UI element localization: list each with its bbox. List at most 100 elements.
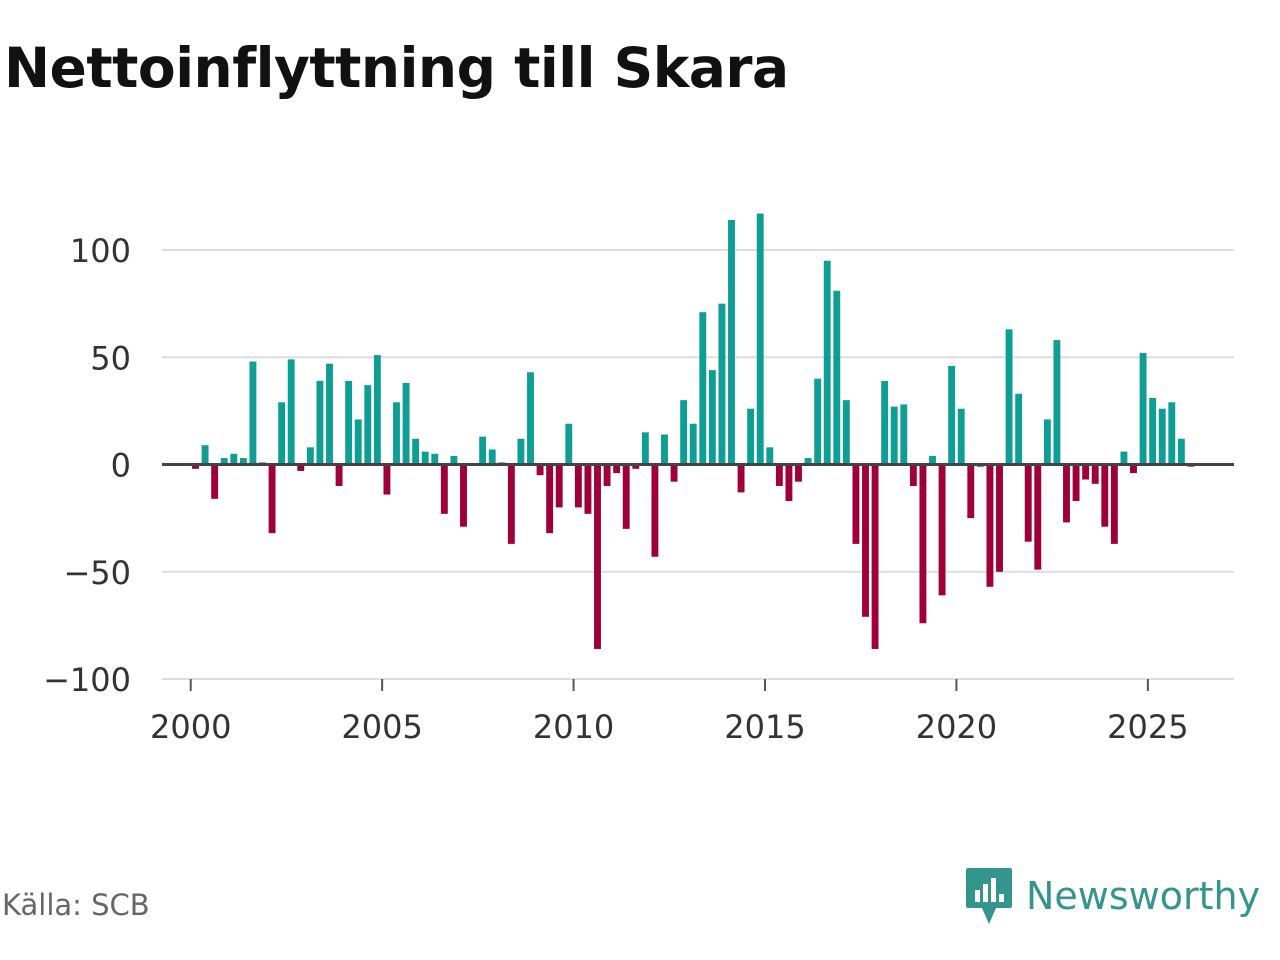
bar [364, 385, 372, 465]
bar [326, 363, 333, 465]
bar [1053, 340, 1061, 465]
bar [373, 355, 381, 465]
bar [785, 464, 793, 501]
bar [211, 464, 219, 499]
bar [1034, 464, 1042, 570]
bar [613, 464, 621, 474]
bar [814, 378, 822, 465]
bar [1149, 398, 1157, 465]
bar [728, 219, 735, 465]
bar [239, 458, 247, 465]
bar [986, 464, 994, 587]
bar [297, 464, 305, 471]
bar [852, 464, 860, 544]
bar [1101, 464, 1109, 527]
bar [393, 402, 400, 465]
bar [1063, 464, 1070, 523]
y-tick-label: 0 [111, 447, 131, 485]
bar [862, 464, 869, 617]
bar [440, 464, 448, 514]
bar [316, 380, 324, 465]
bar [507, 464, 515, 544]
bar [900, 404, 908, 465]
y-axis-tick-labels: 100 50 0 −50 −100 [43, 232, 131, 699]
bar [967, 464, 975, 519]
bar [766, 447, 774, 465]
bar [842, 400, 850, 465]
bar [488, 449, 496, 465]
bar [708, 370, 716, 465]
bar [306, 447, 314, 465]
bar [948, 365, 956, 465]
bar [450, 455, 458, 465]
bar [804, 458, 812, 465]
bar [775, 464, 783, 486]
bar [1091, 464, 1099, 484]
brand-name: Newsworthy [1026, 874, 1261, 918]
bar [1158, 408, 1166, 465]
x-tick-label: 2005 [341, 708, 422, 746]
bar [527, 372, 534, 465]
bar [1130, 464, 1137, 474]
bar [345, 380, 353, 465]
x-tick-label: 2000 [150, 708, 231, 746]
bar [957, 408, 965, 465]
bar [1139, 352, 1147, 465]
bar [220, 458, 228, 465]
bar [1072, 464, 1080, 501]
bar [929, 455, 936, 465]
bar [909, 464, 917, 486]
bar [795, 464, 802, 482]
bar [747, 408, 755, 465]
bar [354, 419, 362, 465]
bar [479, 436, 487, 465]
bar [402, 382, 410, 465]
bar [1110, 464, 1118, 544]
brand-logo: Newsworthy [964, 866, 1260, 926]
bar [689, 423, 697, 465]
bar [996, 464, 1003, 572]
bar [1005, 329, 1013, 465]
y-tick-label: 100 [70, 232, 131, 270]
bar [661, 434, 668, 465]
bar [192, 464, 199, 469]
bar [584, 464, 592, 514]
bar [622, 464, 630, 529]
bar [565, 423, 573, 465]
bar [1120, 451, 1128, 465]
bar [594, 464, 601, 649]
bar [632, 464, 640, 469]
bar [670, 464, 678, 482]
bar [699, 312, 707, 465]
bar [1015, 393, 1023, 465]
bar [268, 464, 276, 534]
x-tick-label: 2010 [533, 708, 614, 746]
y-tick-label: 50 [90, 339, 131, 377]
bar [1082, 464, 1090, 480]
bar [536, 464, 544, 476]
bar [249, 361, 257, 465]
bar [546, 464, 554, 534]
x-axis-tick-labels: 2000 2005 2010 2015 2020 2025 [150, 708, 1189, 746]
axes [162, 463, 1234, 691]
bar [641, 432, 649, 465]
bar [680, 400, 688, 465]
bar [335, 464, 343, 486]
bar [517, 438, 525, 465]
bar [1024, 464, 1032, 542]
bar [383, 464, 391, 495]
bar [938, 464, 946, 596]
bar [460, 464, 467, 527]
bar [431, 453, 439, 465]
bar [718, 303, 726, 465]
bar [278, 402, 286, 465]
bar [287, 359, 295, 465]
bar [737, 464, 745, 493]
x-tick-label: 2015 [724, 708, 805, 746]
bar [412, 438, 420, 465]
bar [201, 445, 209, 465]
bar [871, 464, 879, 649]
bar [603, 464, 611, 486]
y-tick-label: −100 [43, 661, 131, 699]
bar [833, 290, 841, 465]
